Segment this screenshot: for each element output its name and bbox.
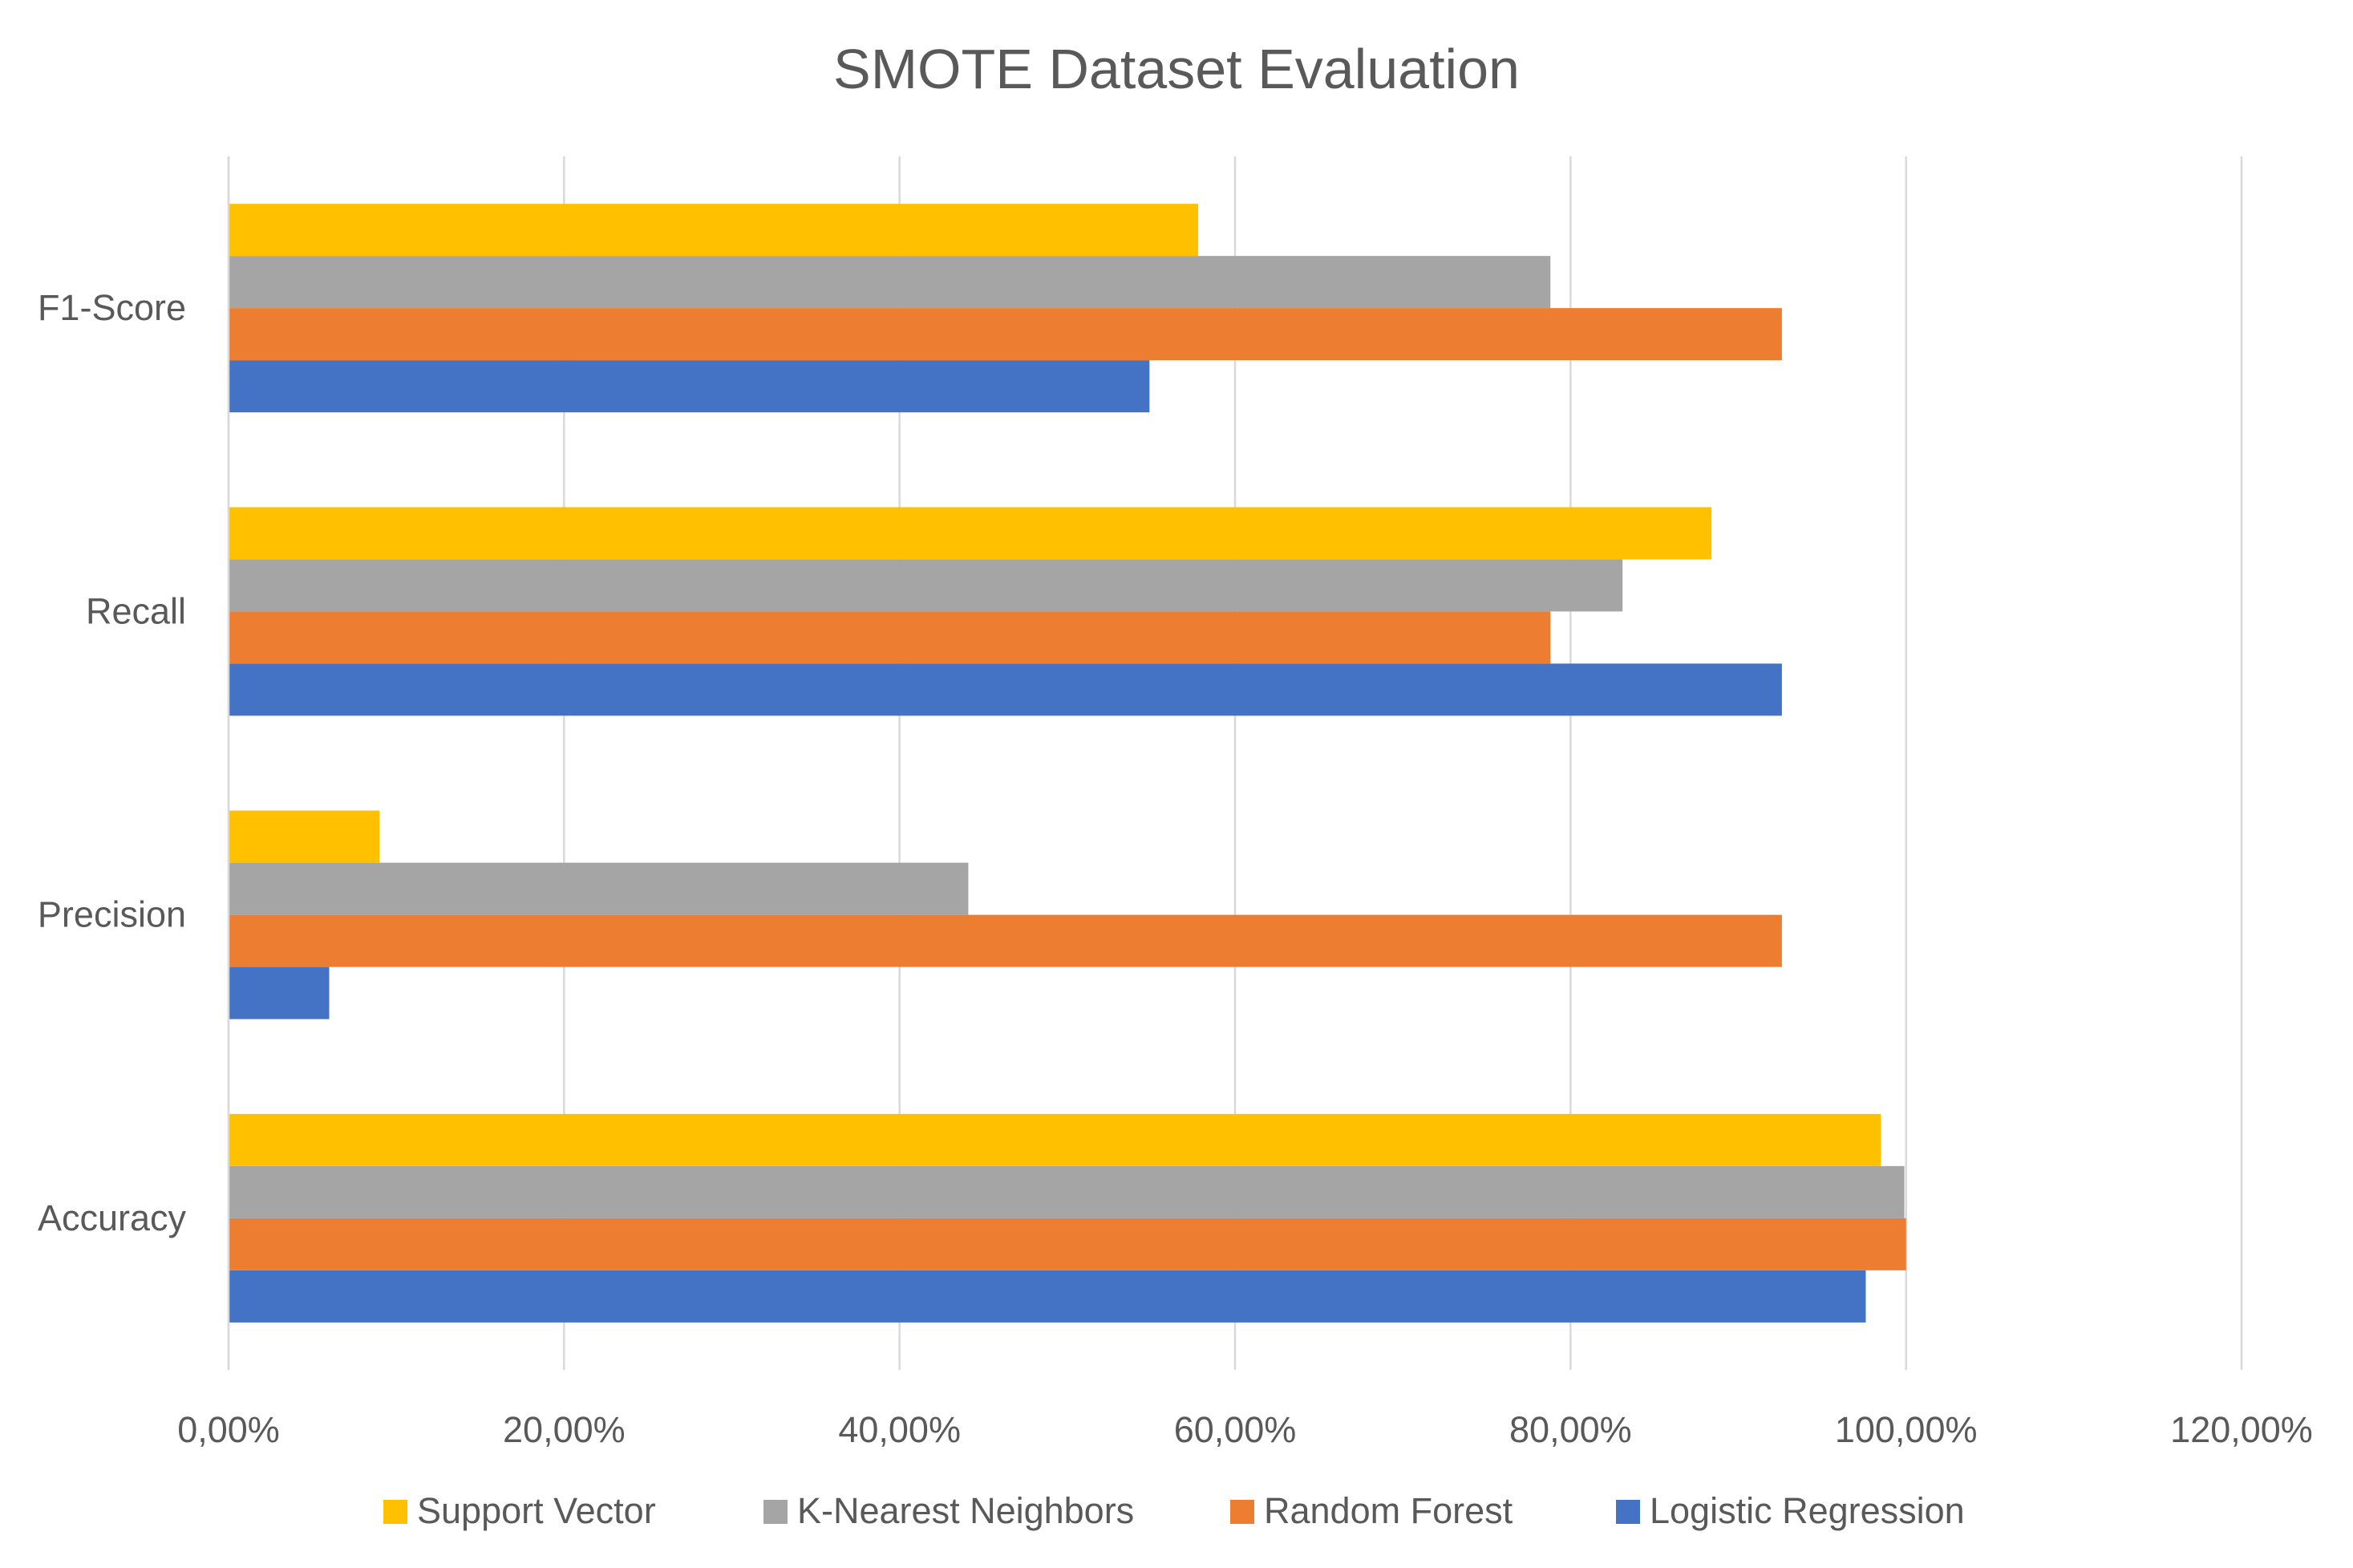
legend[interactable]: Support Vector K-Nearest Neighbors Random …: [383, 1490, 1965, 1531]
bar: [229, 308, 1782, 361]
legend-swatch: [763, 1500, 788, 1524]
bar: [229, 1113, 1881, 1166]
bar: [229, 507, 1712, 560]
legend-item[interactable]: Support Vector: [383, 1490, 656, 1531]
chart-title: SMOTE Dataset Evaluation: [833, 38, 1520, 100]
value-axis: 0,00% 20,00% 40,00% 60,00% 80,00% 100,00% 120,…: [177, 1409, 2313, 1450]
legend-swatch: [1230, 1500, 1254, 1524]
bar: [229, 862, 969, 915]
bar: [229, 559, 1623, 612]
bars: [229, 204, 1906, 1323]
bar: [229, 256, 1551, 309]
y-category-label: Precision: [38, 894, 186, 935]
bar: [229, 611, 1551, 664]
x-tick-label: 40,00%: [838, 1409, 961, 1450]
x-tick-label: 100,00%: [1835, 1409, 1978, 1450]
y-category-label: F1-Score: [38, 287, 186, 328]
y-category-label: Accuracy: [38, 1197, 187, 1238]
legend-label: Support Vector: [417, 1490, 656, 1531]
legend-item[interactable]: Random Forest: [1230, 1490, 1513, 1531]
legend-label: Logistic Regression: [1650, 1490, 1965, 1531]
legend-label: Random Forest: [1264, 1490, 1513, 1531]
legend-item[interactable]: Logistic Regression: [1616, 1490, 1965, 1531]
x-tick-label: 80,00%: [1509, 1409, 1632, 1450]
bar: [229, 360, 1150, 413]
y-category-label: Recall: [86, 590, 186, 631]
bar: [229, 204, 1198, 257]
bar: [229, 914, 1782, 967]
x-tick-label: 0,00%: [177, 1409, 280, 1450]
bar: [229, 966, 330, 1019]
x-tick-label: 120,00%: [2170, 1409, 2313, 1450]
legend-item[interactable]: K-Nearest Neighbors: [763, 1490, 1134, 1531]
bar: [229, 1218, 1906, 1270]
bar: [229, 1270, 1866, 1323]
bar: [229, 1165, 1905, 1218]
x-tick-label: 60,00%: [1174, 1409, 1297, 1450]
x-tick-label: 20,00%: [503, 1409, 626, 1450]
category-axis: Accuracy Precision Recall F1-Score: [38, 156, 230, 1370]
legend-label: K-Nearest Neighbors: [797, 1490, 1134, 1531]
legend-swatch: [1616, 1500, 1640, 1524]
bar: [229, 663, 1782, 716]
legend-swatch: [383, 1500, 407, 1524]
bar: [229, 810, 380, 863]
